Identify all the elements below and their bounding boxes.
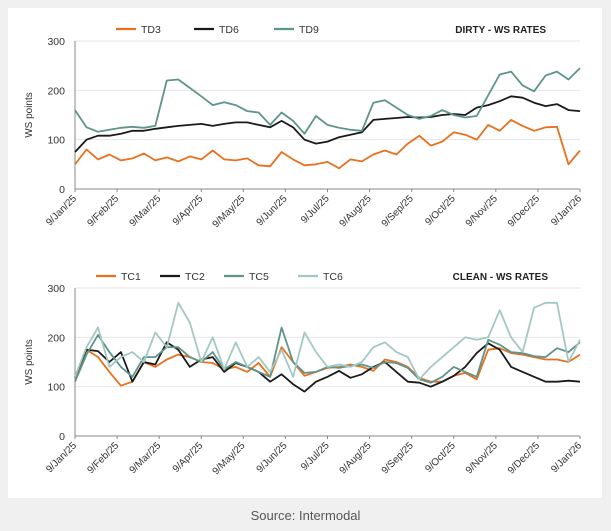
series-line-tc6 xyxy=(74,301,581,381)
x-tick-label: 9/Feb/25 xyxy=(86,193,122,229)
legend-label-td9: TD9 xyxy=(299,24,319,36)
legend-label-tc5: TC5 xyxy=(249,271,269,283)
x-tick-label: 9/Jul/25 xyxy=(299,193,332,226)
x-tick-label: 9/Jun/25 xyxy=(255,440,290,475)
x-tick-label: 9/Sep/25 xyxy=(380,193,416,229)
y-tick-label: 200 xyxy=(47,332,65,344)
x-tick-label: 9/Mar/25 xyxy=(128,440,164,476)
x-tick-label: 9/Aug/25 xyxy=(338,193,374,229)
x-tick-label: 9/May/25 xyxy=(211,440,248,477)
x-tick-label: 9/Nov/25 xyxy=(464,193,500,229)
y-axis-title: WS points xyxy=(24,92,35,138)
y-tick-label: 100 xyxy=(47,135,65,147)
y-tick-label: 100 xyxy=(47,382,65,394)
x-tick-label: 9/Jan/25 xyxy=(44,440,79,475)
x-tick-label: 9/Jun/25 xyxy=(255,193,290,228)
chart-title: CLEAN - WS RATES xyxy=(453,272,549,283)
legend-label-tc6: TC6 xyxy=(323,271,343,283)
x-tick-label: 9/Oct/25 xyxy=(423,440,458,475)
y-tick-label: 200 xyxy=(47,85,65,97)
x-tick-label: 9/Jan/26 xyxy=(549,440,584,475)
chart-panel-2: 0 100 200 300 9/Jan/25 9/Feb/25 9/Mar/25 9/Apr/… xyxy=(24,271,584,477)
series-line-td9 xyxy=(74,67,581,135)
chart-figure: 0 100 200 300 9/Jan/25 9/Feb/25 9/Mar/25 9/Apr/… xyxy=(8,8,602,498)
x-tick-label: 9/Nov/25 xyxy=(464,440,500,476)
x-tick-label: 9/Oct/25 xyxy=(423,193,458,228)
x-tick-label: 9/Jul/25 xyxy=(299,440,332,473)
legend-label-tc1: TC1 xyxy=(121,271,141,283)
x-tick-label: 9/Feb/25 xyxy=(86,440,122,476)
x-tick-label: 9/Mar/25 xyxy=(128,193,164,229)
series-line-td3 xyxy=(74,119,581,170)
series-line-tc1 xyxy=(74,346,581,387)
x-tick-label: 9/Dec/25 xyxy=(506,193,542,229)
x-tick-label: 9/Dec/25 xyxy=(506,440,542,476)
legend-label-tc2: TC2 xyxy=(185,271,205,283)
y-tick-label: 300 xyxy=(47,36,65,48)
x-tick-label: 9/Jan/25 xyxy=(44,193,79,228)
y-tick-label: 0 xyxy=(59,184,65,196)
chart-panel-1: 0 100 200 300 9/Jan/25 9/Feb/25 9/Mar/25 9/Apr/… xyxy=(24,24,584,230)
y-tick-label: 300 xyxy=(47,283,65,295)
legend-label-td3: TD3 xyxy=(141,24,161,36)
x-tick-label: 9/Sep/25 xyxy=(380,440,416,476)
source-caption: Source: Intermodal xyxy=(250,508,361,523)
x-tick-label: 9/May/25 xyxy=(211,193,248,230)
y-axis-title: WS points xyxy=(24,339,35,385)
chart-title: DIRTY - WS RATES xyxy=(455,25,546,36)
series-line-tc2 xyxy=(74,341,581,393)
x-tick-label: 9/Apr/25 xyxy=(171,193,206,228)
legend-label-td6: TD6 xyxy=(219,24,239,36)
x-tick-label: 9/Aug/25 xyxy=(338,440,374,476)
y-tick-label: 0 xyxy=(59,431,65,443)
series-line-td6 xyxy=(74,95,581,153)
x-tick-label: 9/Jan/26 xyxy=(549,193,584,228)
x-tick-label: 9/Apr/25 xyxy=(171,440,206,475)
